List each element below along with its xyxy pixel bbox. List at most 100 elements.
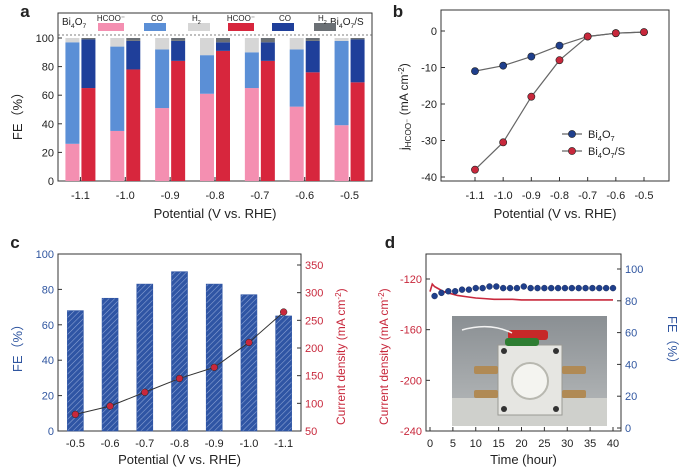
legend-swatch	[98, 23, 124, 31]
text-span: H	[318, 14, 324, 23]
text-span: O	[602, 146, 611, 158]
plot-frame	[57, 12, 373, 182]
bar-segment-bi4o7s	[305, 72, 320, 181]
y-tick-label-right: 0	[625, 423, 631, 435]
fe-point	[568, 284, 576, 292]
bar-segment-bi4o7s	[126, 40, 141, 70]
text-span: 7	[611, 134, 615, 143]
current-density-trace	[429, 282, 613, 301]
fe-point	[445, 288, 452, 295]
y-axis-label: FE（%）	[10, 86, 25, 140]
fe-point	[575, 284, 582, 292]
text-span: Current density (mA cm	[334, 300, 348, 425]
cell-fitting	[562, 366, 586, 374]
x-tick-label: -0.8	[550, 190, 569, 202]
y-tick-label-right: 50	[305, 426, 317, 438]
bar-segment-bi4o7	[65, 143, 80, 181]
y-tick-label: 0	[48, 426, 54, 438]
y-tick-label-right: 80	[625, 296, 637, 308]
bar-segment-bi4o7s	[216, 50, 230, 182]
x-tick-label: -1.0	[116, 190, 135, 202]
panel-d: d 0 5 10 15 20 25 30 35 40 -240 -200 -160 -120 0 20 40 60…	[377, 233, 680, 467]
current-density-point	[141, 388, 149, 396]
x-tick-label: -0.9	[161, 190, 180, 202]
bar-segment-bi4o7	[334, 40, 349, 126]
cell-fitting	[562, 390, 586, 398]
plot-frame	[440, 9, 670, 182]
bar-segment-bi4o7s	[350, 82, 365, 181]
x-axis-label: Time (hour)	[490, 452, 557, 467]
fe-point	[609, 284, 617, 292]
x-tick-label: 15	[493, 438, 505, 450]
bar-segment-bi4o7s	[260, 38, 275, 43]
text-span: Bi	[588, 129, 598, 141]
legend-item-label: CO	[151, 14, 163, 23]
legend-item-label: HCOO⁻	[97, 14, 125, 23]
data-point	[471, 67, 479, 76]
x-tick-label: 5	[450, 438, 456, 450]
fe-point	[451, 288, 459, 295]
panel-label-b: b	[393, 2, 403, 21]
y-axis-label: Current density (mA cm-2)	[377, 288, 391, 425]
fe-point	[534, 284, 541, 292]
x-tick-label: -1.0	[494, 190, 513, 202]
current-density-point	[279, 308, 288, 316]
x-axis-label: Potential (V vs. RHE)	[494, 206, 617, 221]
x-tick-label: 25	[538, 438, 550, 450]
y-axis-label-right: Current density (mA cm-2)	[334, 288, 348, 425]
x-tick-label: -0.9	[205, 438, 224, 450]
y-tick-label-right: 150	[305, 371, 323, 383]
legend-catalyst-1: Bi4O7	[62, 17, 86, 30]
fe-point	[561, 284, 569, 292]
bar-fe	[136, 283, 154, 432]
fe-point	[548, 284, 555, 292]
x-tick-label: -1.1	[466, 190, 485, 202]
bar-segment-bi4o7	[334, 38, 349, 41]
bar-fe	[275, 315, 292, 432]
bar-segment-bi4o7	[200, 38, 214, 56]
data-point	[499, 138, 508, 147]
x-tick-label: -1.0	[239, 438, 258, 450]
bar-segment-bi4o7	[289, 106, 304, 181]
legend-swatch	[272, 23, 294, 31]
text-span: )	[334, 288, 348, 292]
bar-segment-bi4o7	[110, 46, 125, 131]
text-span: H	[192, 14, 198, 23]
bar-segment-bi4o7s	[260, 60, 275, 181]
y-tick-label: -200	[400, 375, 422, 387]
bar-segment-bi4o7	[155, 38, 170, 50]
data-point	[527, 92, 536, 101]
cell-bolt	[553, 348, 559, 354]
current-density-point	[245, 338, 253, 347]
x-tick-label: -0.8	[170, 438, 189, 450]
text-span: Bi	[588, 146, 598, 158]
text-span: Current density (mA cm	[377, 300, 391, 425]
text-span: 7	[350, 23, 354, 30]
bar-segment-bi4o7s	[81, 38, 96, 40]
x-tick-label: 40	[607, 438, 619, 450]
bar-fe	[240, 294, 258, 432]
fe-point	[596, 284, 603, 292]
bar-fe	[67, 310, 84, 432]
bar-segment-bi4o7s	[81, 88, 96, 181]
data-point	[640, 28, 648, 36]
cable	[461, 325, 513, 334]
bar-segment-bi4o7s	[216, 38, 230, 43]
y-tick-label: -240	[400, 426, 422, 438]
fe-point	[486, 283, 493, 290]
y-tick-label: 80	[42, 284, 54, 296]
data-point	[555, 56, 564, 65]
data-point	[583, 32, 592, 41]
current-density-point	[106, 402, 114, 410]
x-tick-label: -0.5	[66, 438, 85, 450]
bar-segment-bi4o7	[334, 125, 349, 181]
y-tick-label-right: 200	[305, 343, 323, 355]
fe-point	[493, 283, 500, 290]
legend-item-label: H2	[192, 14, 201, 26]
cell-bolt	[501, 348, 507, 354]
fe-point	[589, 284, 596, 292]
text-span: 4	[339, 23, 343, 30]
text-span: 4	[598, 151, 602, 160]
clip-red	[508, 330, 548, 340]
